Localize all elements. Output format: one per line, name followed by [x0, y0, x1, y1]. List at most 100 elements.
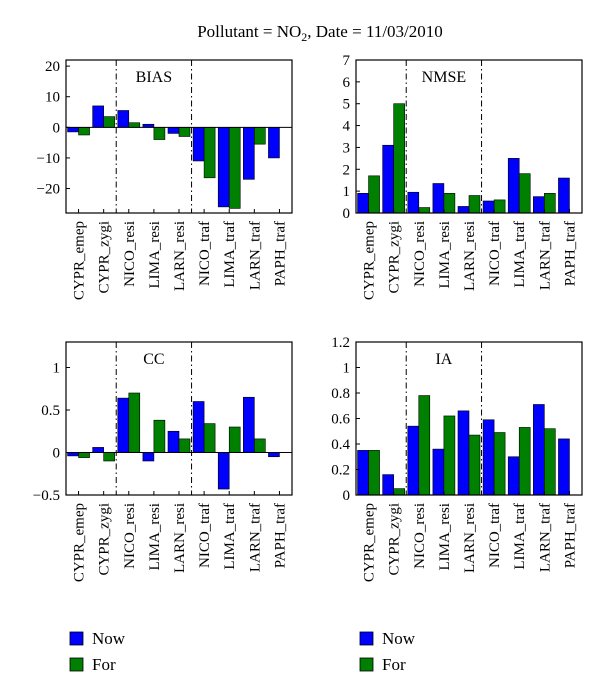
y-tick-label: 0	[343, 488, 351, 504]
bar-now-larn_resi	[457, 206, 470, 214]
panel-nmse: NMSE 0 1 2 3 4 5 6 7 CYPR_emep CYPR_zygi NICO_resi L…	[343, 53, 583, 300]
x-tick-label: LARN_resi	[172, 503, 188, 573]
x-tick-label: PAPH_traf	[562, 503, 578, 568]
bar-now-nico_traf	[482, 200, 495, 214]
bar-now-larn_traf	[533, 404, 545, 496]
bar-now-paph_traf	[268, 452, 280, 458]
x-tick-label: CYPR_zygi	[387, 221, 403, 294]
x-tick-label: LARN_traf	[537, 221, 553, 290]
bar-now-nico_traf	[192, 127, 205, 162]
x-tick-label: LARN_resi	[172, 221, 188, 291]
bar-now-larn_resi	[457, 410, 470, 496]
bar-for-cypr_emep	[368, 175, 380, 214]
bar-now-lima_traf	[507, 456, 520, 496]
bar-now-paph_traf	[558, 438, 570, 496]
legend-swatch-for	[69, 657, 84, 672]
y-tick-label: 1	[343, 184, 351, 200]
y-tick-label: 7	[343, 53, 351, 69]
bar-now-nico_resi	[117, 110, 130, 128]
x-tick-label: CYPR_emep	[72, 503, 88, 582]
x-tick-label: NICO_traf	[487, 221, 503, 286]
bar-now-cypr_zygi	[92, 105, 104, 128]
bar-for-lima_resi	[443, 415, 456, 496]
x-tick-label: LARN_resi	[462, 503, 478, 573]
y-tick-label: 0	[53, 446, 61, 462]
bar-for-lima_traf	[228, 426, 241, 453]
bar-for-cypr_emep	[78, 127, 90, 136]
bar-for-cypr_zygi	[103, 116, 115, 128]
y-tick-label: −0.5	[33, 488, 60, 504]
legend: Now For	[359, 629, 416, 674]
bar-now-cypr_emep	[67, 127, 79, 133]
x-tick-label: CYPR_zygi	[387, 503, 403, 576]
bar-for-lima_traf	[518, 427, 531, 496]
x-tick-label: LIMA_traf	[512, 221, 528, 288]
bar-now-larn_traf	[533, 196, 545, 214]
y-tick-label: 2	[343, 162, 351, 178]
bar-now-lima_resi	[142, 452, 155, 462]
legend-label-now: Now	[382, 629, 416, 648]
bar-for-cypr_zygi	[393, 488, 405, 496]
panel-title: CC	[143, 351, 164, 368]
y-tick-label: −10	[37, 151, 60, 167]
y-tick-label: 1.2	[331, 335, 350, 351]
plot-frame	[65, 341, 293, 496]
bar-now-larn_traf	[243, 127, 255, 180]
panel-ia: IA 0 0.2 0.4 0.6 0.8 1 1.2 CYPR_emep CYPR_zygi NIC…	[331, 335, 583, 582]
x-tick-label: LARN_resi	[462, 221, 478, 291]
legend: Now For	[69, 629, 126, 674]
bar-now-cypr_emep	[357, 193, 369, 214]
x-tick-label: PAPH_traf	[272, 503, 288, 568]
y-tick-label: 0	[343, 206, 351, 222]
x-tick-label: LIMA_resi	[437, 221, 453, 289]
x-tick-label: NICO_traf	[487, 503, 503, 568]
x-tick-label: LARN_traf	[247, 503, 263, 572]
bar-for-larn_traf	[544, 428, 556, 496]
legend-label-for: For	[92, 655, 116, 674]
legend-swatch-now	[69, 631, 84, 646]
y-tick-label: 0.6	[331, 412, 350, 428]
y-tick-label: 20	[45, 59, 60, 75]
x-tick-label: PAPH_traf	[562, 221, 578, 286]
panel-title: BIAS	[136, 69, 172, 86]
bar-now-nico_resi	[407, 191, 420, 214]
bar-for-larn_traf	[254, 438, 266, 453]
y-tick-label: −20	[37, 182, 60, 198]
bar-now-nico_resi	[407, 425, 420, 496]
x-tick-label: CYPR_zygi	[97, 221, 113, 294]
x-tick-label: LARN_traf	[537, 503, 553, 572]
x-tick-label: CYPR_zygi	[97, 503, 113, 576]
bar-for-cypr_emep	[368, 450, 380, 496]
bar-for-larn_resi	[178, 438, 191, 453]
x-tick-label: LIMA_resi	[147, 221, 163, 289]
y-tick-label: 3	[343, 140, 351, 156]
bar-for-cypr_emep	[78, 452, 90, 458]
bar-for-larn_traf	[254, 127, 266, 145]
bar-for-cypr_zygi	[103, 452, 115, 462]
bar-now-cypr_zygi	[92, 447, 104, 453]
bar-for-larn_resi	[468, 434, 481, 496]
bar-now-cypr_zygi	[382, 474, 394, 496]
x-tick-label: PAPH_traf	[272, 221, 288, 286]
y-tick-label: 1	[53, 361, 61, 377]
legend-swatch-now	[359, 631, 374, 646]
y-tick-label: 0.5	[41, 403, 60, 419]
x-tick-label: NICO_resi	[412, 221, 428, 287]
bar-for-lima_traf	[518, 173, 531, 214]
y-tick-label: 1	[343, 361, 351, 377]
bar-now-lima_resi	[432, 448, 445, 496]
panel-title: IA	[435, 351, 452, 368]
bar-now-lima_traf	[217, 452, 230, 490]
bar-now-lima_traf	[217, 127, 230, 208]
bar-for-larn_traf	[544, 193, 556, 214]
bar-for-lima_traf	[228, 127, 241, 209]
bar-for-lima_resi	[443, 193, 456, 214]
bar-for-nico_resi	[128, 392, 141, 453]
bar-now-cypr_emep	[357, 450, 369, 496]
bar-now-cypr_emep	[67, 452, 79, 457]
x-tick-label: CYPR_emep	[362, 221, 378, 300]
legend-label-for: For	[382, 655, 406, 674]
title-subscript: 2	[301, 30, 307, 44]
bar-now-lima_resi	[432, 183, 445, 214]
